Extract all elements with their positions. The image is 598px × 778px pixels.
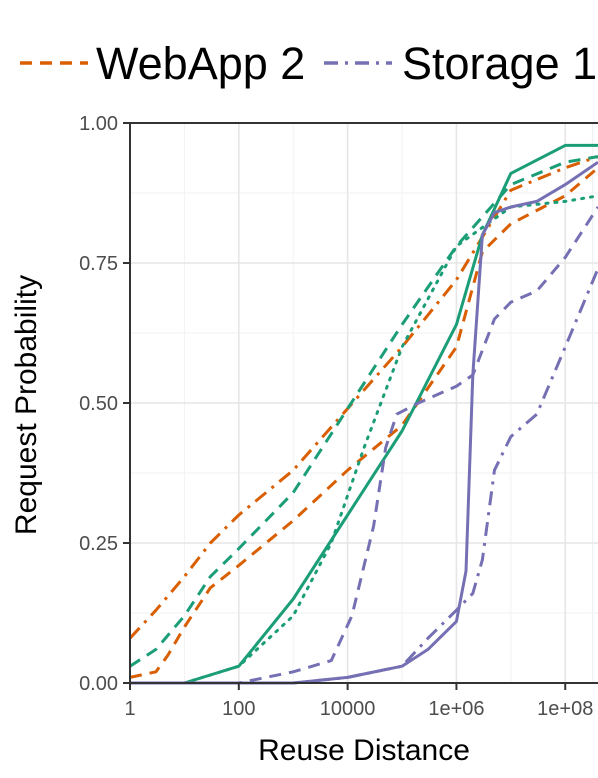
x-axis-title: Reuse Distance xyxy=(258,734,470,767)
x-tick-label: 1e+08 xyxy=(537,698,593,720)
y-axis-title: Request Probability xyxy=(10,275,43,535)
x-tick-label: 1e+06 xyxy=(428,698,484,720)
x-tick-label: 100 xyxy=(222,698,255,720)
axes xyxy=(123,122,598,690)
series-line-green-solid xyxy=(130,143,598,685)
legend: WebApp 2 Storage 1 xyxy=(20,38,597,89)
y-tick-label: 0.00 xyxy=(79,673,118,695)
series-line-webapp-2-dashdot xyxy=(128,155,598,640)
tick-labels: 1 100 10000 1e+06 1e+08 0.00 0.25 0.50 0.75 1.00 xyxy=(79,113,593,720)
x-tick-label: 1 xyxy=(124,698,135,720)
series-line-green-dashed xyxy=(129,155,598,668)
x-tick-label: 10000 xyxy=(320,698,376,720)
y-tick-label: 0.75 xyxy=(79,253,118,275)
series-layer xyxy=(128,143,598,685)
series-line-storage-1-dashed xyxy=(130,206,598,685)
legend-label-storage-1: Storage 1 xyxy=(402,38,597,89)
series-line-webapp-2-dashed xyxy=(129,166,598,679)
series-line-storage-1-solid xyxy=(130,160,598,685)
y-tick-label: 0.50 xyxy=(79,393,118,415)
y-tick-label: 0.25 xyxy=(79,533,118,555)
legend-label-webapp-2: WebApp 2 xyxy=(96,38,305,89)
y-tick-label: 1.00 xyxy=(79,113,118,135)
